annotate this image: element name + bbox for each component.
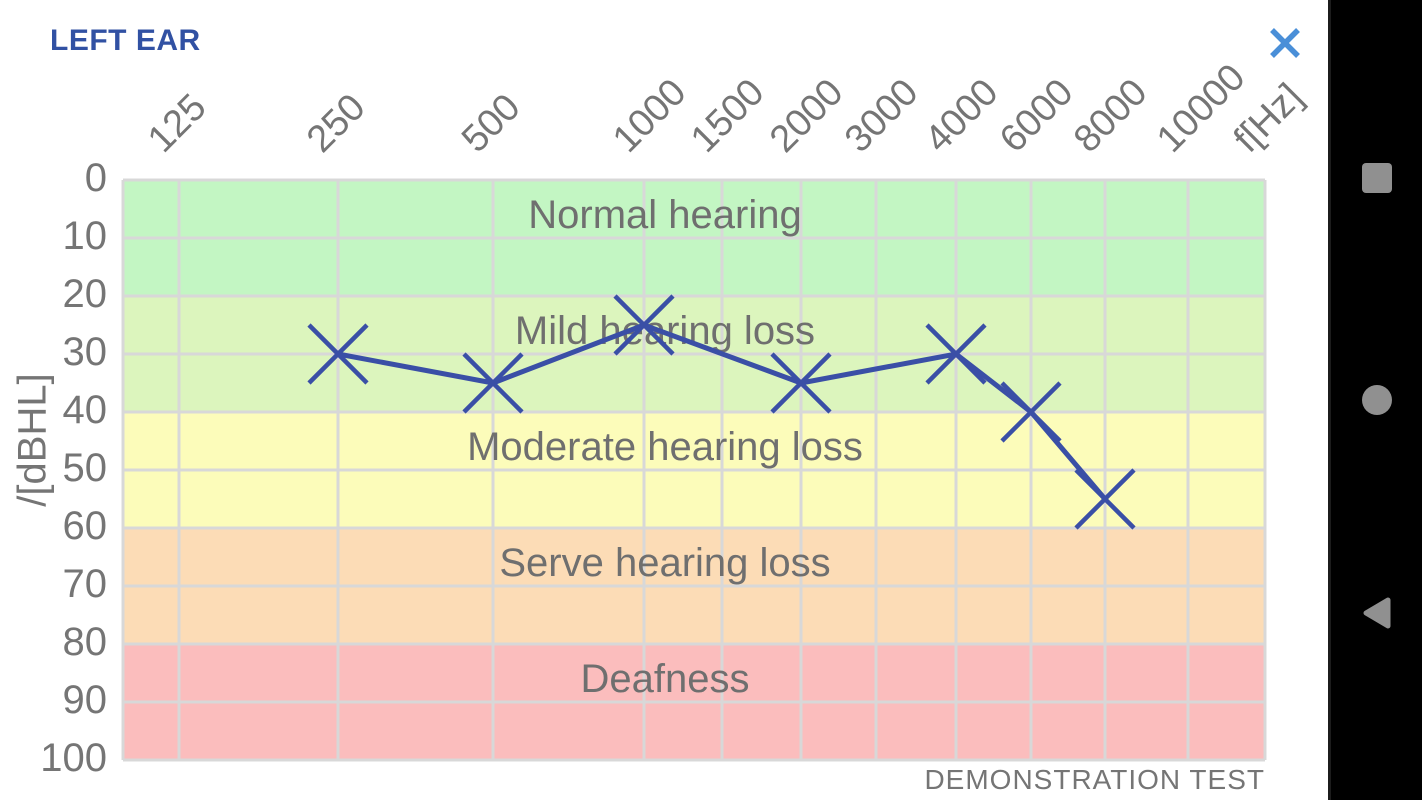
y-tick-label: 30 [62,330,108,374]
x-tick-label: 2000 [762,71,852,161]
x-tick-label: 1000 [605,71,695,161]
home-circle-icon [1361,385,1392,415]
y-tick-label: 80 [62,620,108,664]
y-tick-label: 90 [62,678,108,722]
x-tick-label: 8000 [1066,71,1156,161]
demonstration-test-note: DEMONSTRATION TEST [924,764,1265,795]
y-tick-label: 10 [62,214,108,258]
band-label: Normal hearing [528,193,801,237]
y-tick-label: 20 [62,272,108,316]
recents-square-icon [1361,163,1392,193]
x-tick-label: 1500 [683,71,773,161]
hearing-test-screen: LEFT EAR /[dBHL] 0 10 20 30 40 50 60 70 80 90 100 … [10,20,1311,795]
x-tick-label: 250 [299,86,374,161]
close-icon [1270,28,1300,58]
x-tick-label: 10000 [1149,56,1254,161]
y-tick-label: 70 [62,562,108,606]
band-label: Moderate hearing loss [467,425,863,469]
band-label: Deafness [581,657,750,701]
x-tick-label: 125 [140,86,215,161]
x-marker [307,323,369,385]
android-navigation-bar [1328,0,1422,800]
x-marker [1074,468,1136,530]
y-tick-label: 50 [62,446,108,490]
x-marker [613,294,675,356]
back-triangle-icon [1363,597,1390,629]
x-marker [462,352,524,414]
x-tick-label: 6000 [992,71,1082,161]
y-tick-label: 60 [62,504,108,548]
recents-button[interactable] [1347,148,1407,208]
back-button[interactable] [1347,583,1407,643]
home-button[interactable] [1347,370,1407,430]
x-tick-label: 3000 [837,71,927,161]
audiogram-plot-area: Normal hearing Mild hearing loss Moderate … [121,178,1267,762]
y-tick-label: 0 [84,156,107,200]
x-tick-label: 500 [454,86,529,161]
x-marker [1000,381,1062,443]
x-marker [925,323,987,385]
band-label: Serve hearing loss [499,541,830,585]
y-tick-label: 40 [62,388,108,432]
x-marker [770,352,832,414]
page-title: LEFT EAR [50,24,201,57]
close-button[interactable] [1262,20,1308,66]
x-tick-label: 4000 [917,71,1007,161]
y-tick-label: 100 [40,736,107,780]
